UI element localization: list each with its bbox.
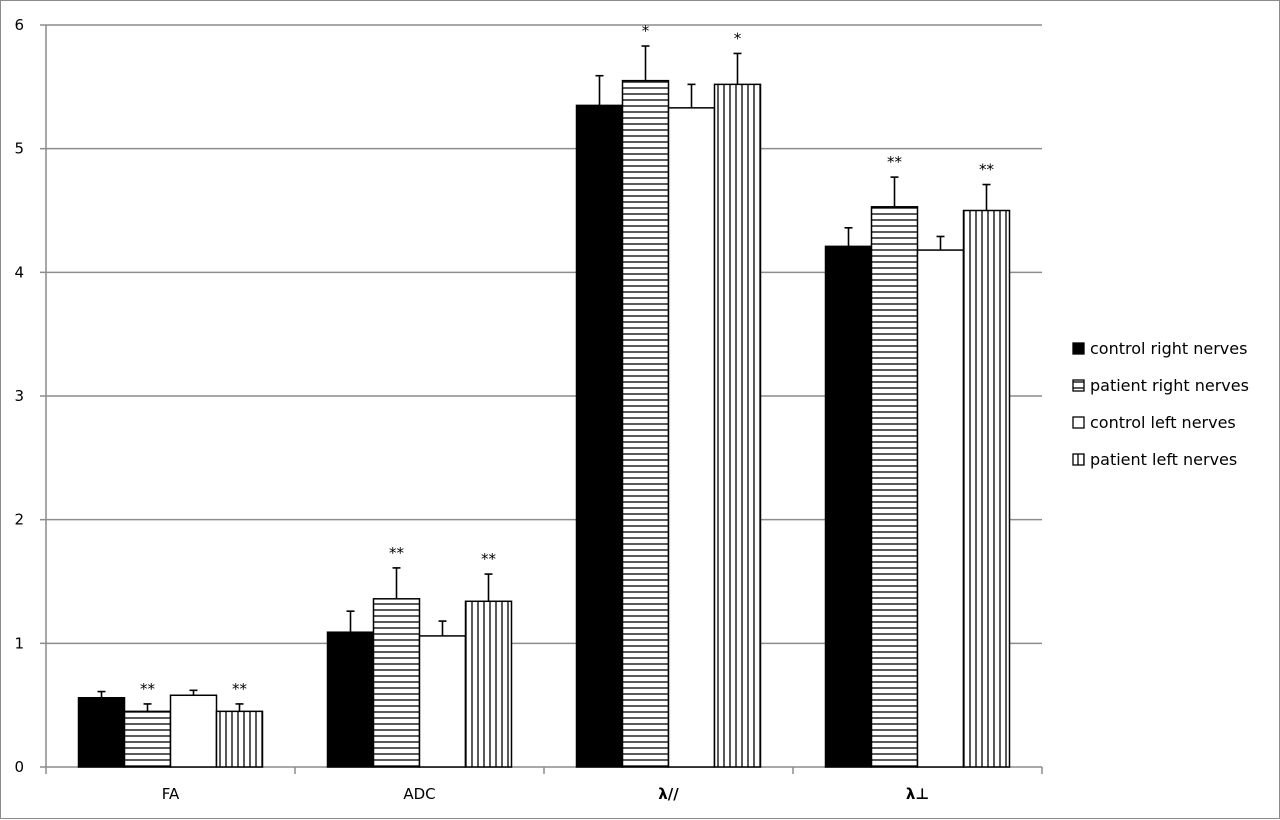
legend: control right nerves patient right nerves… bbox=[1072, 339, 1249, 469]
significance-label: ** bbox=[140, 680, 156, 698]
legend-label: control left nerves bbox=[1090, 413, 1236, 432]
y-tick-label: 1 bbox=[14, 634, 24, 652]
significance-label: ** bbox=[232, 680, 248, 698]
legend-swatch bbox=[1072, 342, 1085, 355]
y-tick-label: 0 bbox=[14, 758, 24, 776]
y-tick-label: 3 bbox=[14, 387, 24, 405]
y-tick-label: 5 bbox=[14, 140, 24, 158]
significance-label: * bbox=[734, 29, 742, 47]
y-tick-label: 4 bbox=[14, 263, 24, 281]
bar-patient-left-nerves-3 bbox=[962, 209, 1011, 768]
legend-swatch bbox=[1072, 453, 1085, 466]
legend-swatch bbox=[1072, 379, 1085, 392]
legend-swatch bbox=[1072, 416, 1085, 429]
significance-label: ** bbox=[979, 161, 995, 179]
x-category-label: λ// bbox=[658, 785, 679, 803]
x-category-label: FA bbox=[162, 785, 180, 803]
bar-patient-left-nerves-1 bbox=[464, 600, 513, 768]
bar-control-right-nerves-0 bbox=[77, 696, 126, 768]
legend-label: control right nerves bbox=[1090, 339, 1247, 358]
y-tick-label: 2 bbox=[14, 511, 24, 529]
bar-control-right-nerves-1 bbox=[326, 631, 375, 768]
bar-patient-right-nerves-2 bbox=[621, 79, 670, 768]
legend-label: patient right nerves bbox=[1090, 376, 1249, 395]
bar-control-left-nerves-0 bbox=[169, 694, 218, 768]
bar-patient-right-nerves-3 bbox=[870, 206, 919, 768]
bar-control-left-nerves-1 bbox=[418, 635, 467, 768]
significance-label: * bbox=[642, 22, 650, 40]
x-category-label: ADC bbox=[403, 785, 435, 803]
bar-patient-left-nerves-0 bbox=[215, 710, 264, 768]
bars bbox=[77, 45, 1011, 768]
significance-label: ** bbox=[481, 550, 497, 568]
bar-patient-right-nerves-0 bbox=[123, 710, 172, 768]
bar-patient-left-nerves-2 bbox=[713, 83, 762, 768]
significance-label: ** bbox=[887, 153, 903, 171]
bar-control-right-nerves-2 bbox=[575, 104, 624, 768]
bar-patient-right-nerves-1 bbox=[372, 598, 421, 768]
significance-label: ** bbox=[389, 544, 405, 562]
bar-control-left-nerves-2 bbox=[667, 107, 716, 768]
bar-control-left-nerves-3 bbox=[916, 249, 965, 768]
y-tick-label: 6 bbox=[14, 16, 24, 34]
bar-control-right-nerves-3 bbox=[824, 245, 873, 768]
legend-label: patient left nerves bbox=[1090, 450, 1237, 469]
x-category-label: λ⊥ bbox=[906, 785, 929, 803]
